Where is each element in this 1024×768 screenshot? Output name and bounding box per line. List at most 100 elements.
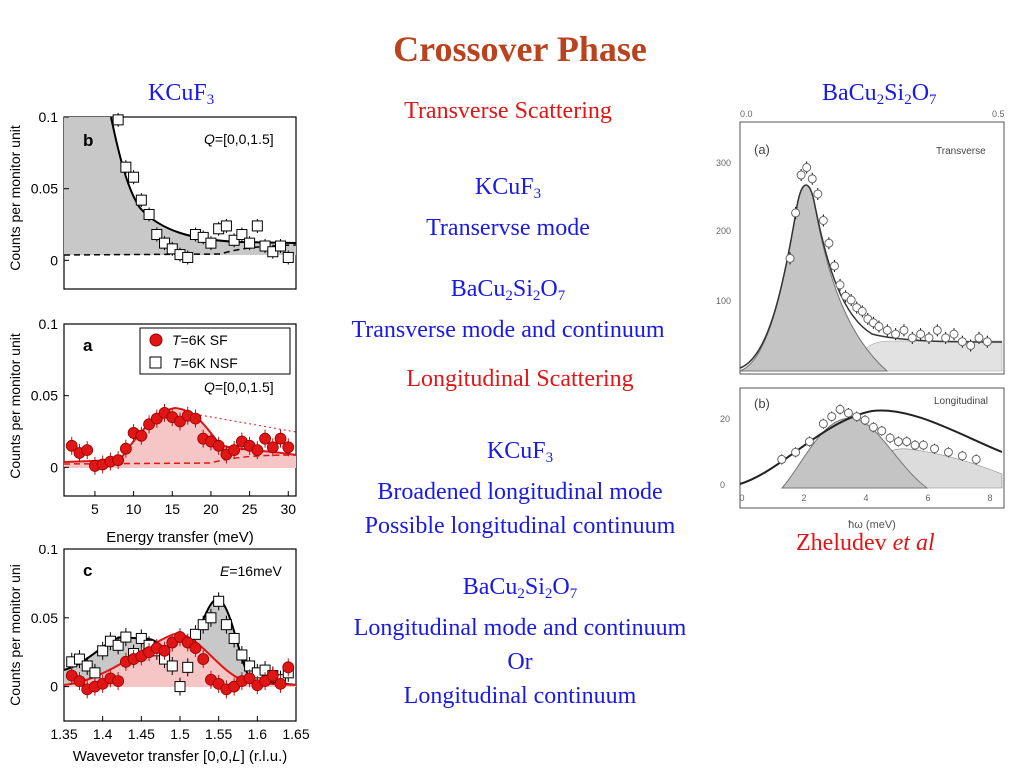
panel-a-letter: a [83, 336, 93, 355]
data-point-nsf [267, 246, 279, 258]
legend-nsf-t: T [172, 355, 182, 371]
t-bacu-b1: BaCu [450, 276, 506, 302]
chart-panel-b: Counts per monitor unit b Q=[0,0,1.5] 0 0… [7, 109, 297, 290]
data-point-nsf [189, 628, 201, 640]
legend-sf-t: T [172, 332, 182, 348]
y-tick-label: 0 [50, 252, 58, 268]
data-point-sf [274, 432, 287, 445]
chart-zheludev: 0.0 0.5 (a) Transverse 100 200 300 (b) L… [716, 109, 1005, 531]
panel-c-xlabel: Wavevetor transfer [0,0,L] (r.l.u.) [73, 748, 288, 765]
zh-b-name: Longitudinal [934, 396, 988, 407]
panel-b-letter: b [83, 131, 93, 150]
data-point [852, 412, 862, 422]
data-point [891, 329, 901, 339]
panel-c-xlabel-prefix: Wavevetor transfer [0,0, [73, 748, 233, 765]
transverse-heading: Transverse Scattering [404, 98, 612, 124]
right-label-b2: Si [884, 80, 905, 106]
t-kcuf-sub: 3 [533, 186, 542, 202]
data-point-sf [73, 675, 86, 687]
y-tick-label: 0.05 [31, 388, 58, 404]
panel-b-annotation: Q=[0,0,1.5] [204, 131, 274, 147]
x-tick-label: 5 [91, 501, 99, 517]
data-point [971, 454, 981, 464]
data-point-sf [274, 677, 287, 690]
x-tick-label: 1.6 [248, 726, 268, 742]
data-point-nsf [151, 229, 163, 241]
panel-c-xlabel-l: L [232, 748, 240, 765]
l-bacu-b3: O [552, 574, 570, 600]
slide-title: Crossover Phase [393, 29, 647, 69]
data-point-nsf [73, 653, 85, 665]
data-point-sf [65, 439, 78, 452]
zh-a-total-line [739, 184, 1003, 369]
x-tick-label: 1.55 [205, 726, 232, 742]
citation: Zheludev et al [796, 530, 935, 557]
t-bacu-b2: Si [512, 276, 533, 302]
data-point [877, 426, 887, 436]
panel-a-annotation-val: =[0,0,1.5] [215, 379, 274, 395]
data-point-nsf [205, 612, 217, 624]
zh-b-tag: (b) [754, 396, 770, 411]
citation-name: Zheludev [796, 530, 893, 556]
zh-a-ytick-200: 200 [716, 226, 731, 236]
data-point-nsf [244, 237, 256, 249]
panel-a-nsf-line [199, 414, 297, 433]
data-point [791, 447, 801, 457]
zh-b-ytick-0: 0 [720, 480, 725, 490]
data-point-nsf [166, 243, 178, 255]
data-point-sf [228, 444, 241, 457]
data-point-nsf [220, 619, 232, 631]
right-compound-label: BaCu2Si2O7 [822, 80, 937, 109]
x-tick-label: 10 [126, 501, 142, 517]
data-point [943, 447, 953, 457]
zh-b-ytick-20: 20 [720, 414, 730, 424]
x-tick-label: 1.35 [50, 726, 77, 742]
zh-b-x-tick-label: 0 [739, 493, 744, 503]
data-point [846, 295, 856, 305]
data-point [957, 337, 967, 347]
data-point [966, 340, 976, 350]
t-kcuf-base: KCuF [474, 174, 534, 200]
data-point [777, 454, 787, 464]
data-point [835, 280, 845, 290]
right-label-s1: 2 [876, 92, 885, 108]
data-point [882, 325, 892, 335]
l-bacu-line3: Longitudinal continuum [403, 683, 637, 709]
data-point [949, 329, 959, 339]
data-point [818, 419, 828, 429]
data-point-nsf [197, 231, 209, 243]
zh-b-xlabel: ħω (meV) [848, 519, 896, 531]
data-point [785, 253, 795, 263]
data-point-nsf [112, 114, 124, 126]
right-label-s2: 2 [904, 92, 912, 108]
data-point-nsf [275, 240, 287, 252]
zh-top-tick-1: 0.5 [992, 109, 1005, 119]
data-point-sf [119, 442, 132, 455]
data-point-sf [259, 432, 271, 445]
legend-sf-marker [149, 333, 163, 347]
transverse-bacu-block: BaCu2Si2O7 Transverse mode and continuum [300, 272, 716, 347]
data-point-nsf [174, 681, 186, 693]
l-kcuf-line1: Broadened longitudinal mode [377, 479, 663, 505]
data-point [885, 433, 895, 443]
chart-panel-a: Counts per monitor unit a T=6K SF T=6K N… [7, 316, 297, 546]
data-point-nsf [282, 251, 294, 263]
panel-b-fill [64, 117, 296, 255]
data-point [918, 440, 928, 450]
t-bacu-b3: O [540, 276, 558, 302]
panel-c-xlabel-suffix: ] (r.l.u.) [241, 748, 288, 765]
panel-c-annotation: E=16meV [220, 563, 283, 579]
l-bacu-compound: BaCu2Si2O7 [312, 570, 728, 611]
data-point [843, 408, 853, 418]
longitudinal-bacu-block: BaCu2Si2O7 Longitudinal mode and continu… [312, 570, 728, 713]
longitudinal-heading: Longitudinal Scattering [406, 366, 634, 392]
data-point-nsf [112, 639, 124, 651]
y-tick-label: 0 [50, 459, 58, 475]
panel-b-annotation-val: =[0,0,1.5] [215, 131, 274, 147]
data-point [932, 325, 942, 335]
zh-top-tick-0: 0.0 [740, 109, 753, 119]
data-point-nsf [205, 237, 217, 249]
data-point-sf [158, 644, 171, 657]
y-tick-label: 0.05 [31, 181, 58, 197]
data-point [907, 333, 917, 343]
